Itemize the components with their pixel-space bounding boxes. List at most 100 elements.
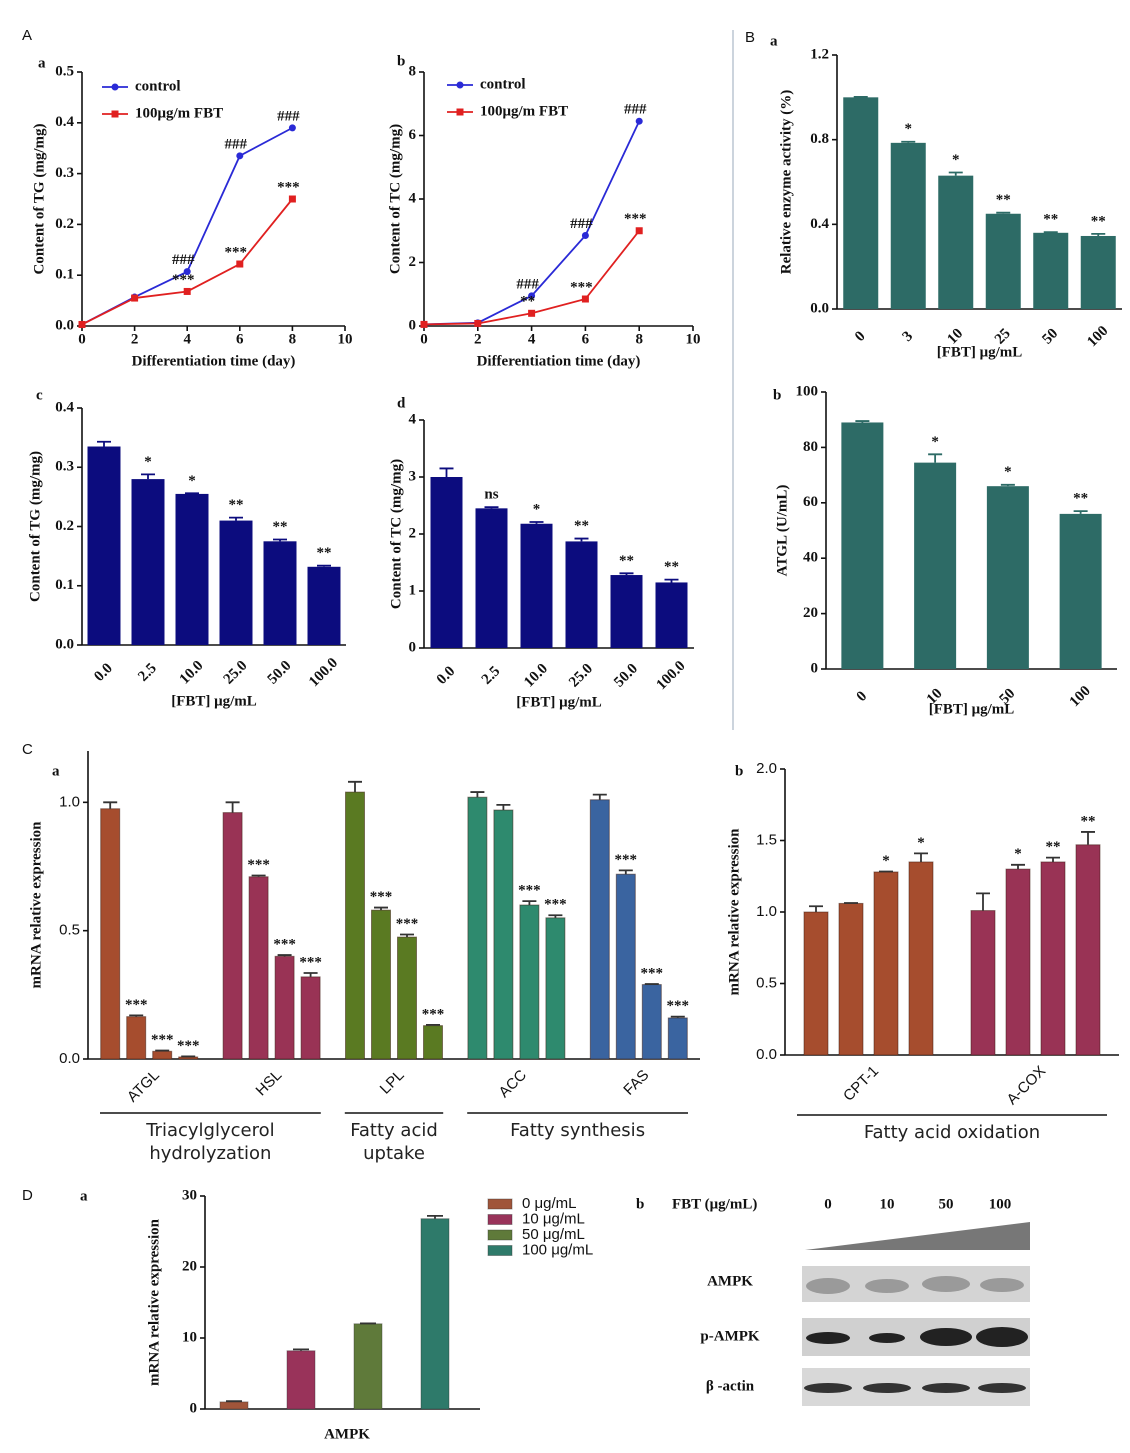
y-tick-label: 10 [182, 1329, 197, 1345]
blot-label: b [636, 1196, 644, 1212]
error-bar [470, 791, 485, 798]
bar [655, 582, 688, 648]
error-bar [155, 1049, 170, 1052]
error-bar [484, 506, 499, 509]
y-tick-label: 0.1 [55, 267, 74, 283]
x-tick-label: 4 [183, 331, 191, 347]
error-bar [1000, 483, 1015, 487]
subpanel-label: b [773, 387, 781, 403]
x-tick-label: 8 [289, 331, 297, 347]
error-bar [574, 537, 589, 542]
y-tick-label: 20 [182, 1258, 197, 1274]
subpanel-label: c [36, 387, 43, 403]
legend-label: 0 μg/mL [522, 1195, 577, 1212]
error-bar [273, 538, 287, 542]
blot-row-label: AMPK [707, 1273, 753, 1289]
annotation: ** [664, 559, 679, 575]
annotation: *** [247, 857, 270, 873]
error-bar [644, 983, 659, 985]
y-tick-label: 6 [409, 127, 417, 143]
annotation: ** [574, 518, 589, 534]
y-tick-label: 0.5 [55, 63, 74, 79]
y-tick-label: 40 [803, 550, 818, 566]
bar [126, 1016, 147, 1060]
bar [565, 541, 598, 648]
error-bar [1073, 510, 1088, 514]
annotation: *** [518, 883, 541, 899]
annotation: *** [370, 889, 393, 905]
error-bar [618, 869, 633, 875]
legend-swatch [487, 1198, 513, 1210]
x-tick-label: ATGL [124, 1067, 163, 1106]
y-axis-label: mRNA relative expression [28, 821, 44, 989]
blot-row-label: β -actin [706, 1378, 755, 1394]
group-label-box: Triacylglycerol hydrolyzation [146, 1120, 274, 1164]
panel-label: A [22, 27, 32, 44]
bar [615, 873, 636, 1060]
x-tick-label: 50.0 [265, 658, 295, 688]
annotation: * [905, 121, 913, 137]
y-tick-label: 0.8 [810, 131, 829, 147]
bar [397, 936, 417, 1060]
bar [1075, 844, 1101, 1056]
x-tick-label: 2.5 [479, 663, 504, 688]
legend-label: 100μg/m FBT [135, 105, 223, 121]
blot-concentration: 50 [939, 1196, 954, 1212]
annotation: * [917, 835, 925, 851]
error-bar [522, 900, 537, 905]
annotation: *** [422, 1006, 445, 1022]
y-tick-label: 1 [409, 582, 417, 598]
bar [610, 575, 643, 648]
group-label: Fatty acid uptake [350, 1120, 438, 1164]
bar [219, 1401, 249, 1410]
x-tick-label: 10.0 [521, 661, 551, 691]
bar [371, 909, 391, 1060]
y-tick-label: 0.2 [55, 518, 74, 534]
y-axis-label: mRNA relative expression [726, 828, 742, 996]
x-tick-label: LPL [377, 1067, 408, 1098]
bar [545, 917, 566, 1060]
subpanel-label: a [52, 763, 60, 779]
annotation: * [1014, 846, 1022, 862]
point [528, 309, 536, 317]
y-tick-label: 0.0 [55, 317, 74, 333]
x-axis-label: Differentiation time (day) [132, 353, 296, 369]
point [183, 268, 191, 276]
x-axis-label: [FBT] μg/mL [171, 693, 257, 709]
bar [803, 911, 829, 1056]
x-tick-label: 25.0 [566, 661, 596, 691]
x-tick-label: 0 [420, 331, 428, 347]
error-bar [97, 440, 111, 447]
legend-label: 100 μg/mL [522, 1241, 593, 1258]
y-tick-label: 20 [803, 605, 818, 621]
error-bar [129, 1014, 144, 1017]
point [581, 232, 589, 240]
bar [152, 1050, 173, 1060]
y-axis-label: ATGL (U/mL) [774, 485, 790, 577]
y-tick-label: 0.0 [756, 1046, 777, 1063]
y-tick-label: 0 [409, 317, 417, 333]
legend-marker [111, 110, 119, 118]
error-bar [592, 793, 607, 800]
y-tick-label: 0.3 [55, 459, 74, 475]
x-tick-label: FAS [620, 1067, 652, 1099]
annotation: *** [151, 1032, 174, 1048]
error-bar [996, 211, 1011, 214]
x-tick-label: CPT-1 [840, 1063, 882, 1105]
bar [345, 791, 365, 1060]
point [288, 195, 296, 203]
x-tick-label: 0 [854, 688, 871, 705]
annotation: ** [1046, 839, 1061, 855]
y-tick-label: 1.5 [756, 831, 777, 848]
blot-concentration: 0 [824, 1196, 832, 1212]
x-axis-label: [FBT] μg/mL [929, 701, 1015, 717]
y-axis-label: mRNA relative expression [146, 1218, 162, 1386]
group-label-box: Fatty synthesis [510, 1120, 646, 1141]
group-label: Fatty synthesis [510, 1120, 646, 1141]
bar [873, 871, 899, 1056]
error-bar [1046, 856, 1060, 862]
y-tick-label: 0.0 [810, 300, 829, 316]
y-tick-label: 0.2 [55, 216, 74, 232]
annotation: ns [484, 487, 498, 503]
bar [1059, 513, 1102, 669]
